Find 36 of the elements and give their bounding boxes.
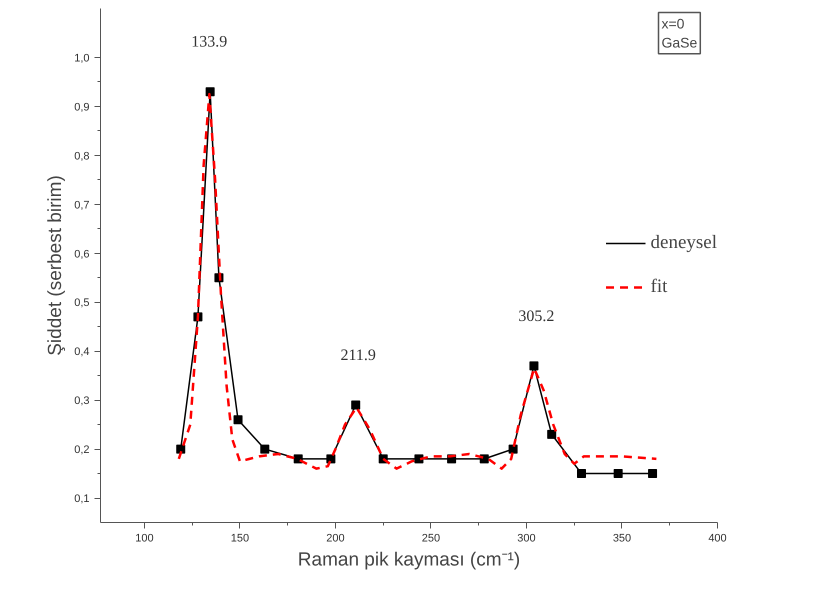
y-axis-title: Şiddet (serbest birim) xyxy=(45,175,66,356)
point xyxy=(614,469,623,478)
y-tick-label: 0,5 xyxy=(74,297,90,310)
legend-label: fit xyxy=(650,276,668,298)
y-tick-label: 0,4 xyxy=(74,346,90,358)
x-tick-label: 100 xyxy=(135,532,154,544)
annotation: 133.9 xyxy=(191,34,228,51)
point xyxy=(648,469,658,478)
x-tick-label: 250 xyxy=(422,532,440,544)
point xyxy=(351,400,360,410)
point xyxy=(234,415,243,424)
annotation: 305.2 xyxy=(518,308,554,325)
point xyxy=(206,87,215,96)
y-tick-label: 0,7 xyxy=(74,199,90,212)
y-tick-label: 0,6 xyxy=(74,248,90,260)
point xyxy=(547,430,556,439)
point xyxy=(529,361,538,370)
x-tick-label: 400 xyxy=(708,532,727,544)
y-tick-label: 0,9 xyxy=(74,101,90,114)
x-tick-label: 200 xyxy=(326,532,345,544)
x-tick-label: 350 xyxy=(612,532,632,544)
point xyxy=(176,444,186,454)
annotation: x=0 GaSe xyxy=(662,16,698,51)
y-tick-label: 0,1 xyxy=(74,493,90,506)
x-tick-label: 150 xyxy=(230,532,250,544)
point xyxy=(508,444,518,454)
annotation: 211.9 xyxy=(340,347,376,364)
y-tick-label: 1,0 xyxy=(74,52,90,64)
x-axis-title: Raman pik kayması (cm⁻¹) xyxy=(298,550,520,570)
x-tick-label: 300 xyxy=(517,532,536,544)
point xyxy=(576,469,586,478)
y-tick-label: 0,2 xyxy=(74,444,90,456)
y-tick-label: 0,8 xyxy=(74,150,90,162)
y-tick-label: 0,3 xyxy=(74,395,90,408)
legend-label: deneysel xyxy=(650,232,717,254)
point xyxy=(260,444,270,454)
